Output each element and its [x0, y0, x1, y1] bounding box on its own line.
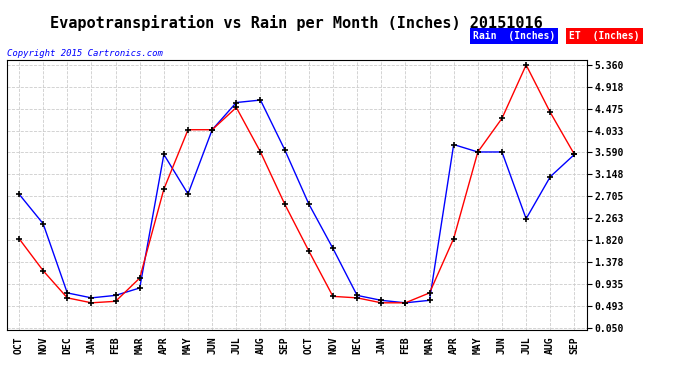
Text: Copyright 2015 Cartronics.com: Copyright 2015 Cartronics.com [7, 49, 163, 58]
Text: Rain  (Inches): Rain (Inches) [473, 31, 555, 40]
Text: Evapotranspiration vs Rain per Month (Inches) 20151016: Evapotranspiration vs Rain per Month (In… [50, 15, 543, 31]
Text: ET  (Inches): ET (Inches) [569, 31, 640, 40]
